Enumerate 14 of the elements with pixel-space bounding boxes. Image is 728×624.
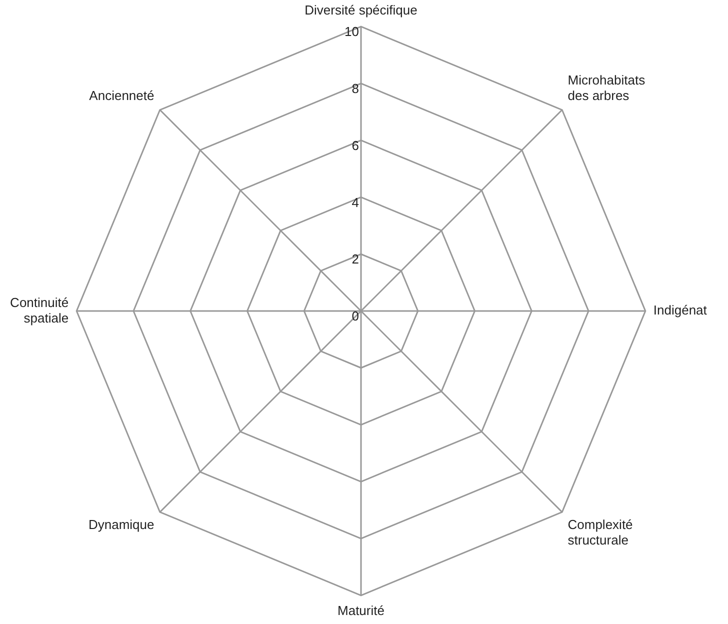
spoke-label: Dynamique [88, 517, 154, 532]
spoke-label: Microhabitats des arbres [568, 72, 646, 104]
y-tick-label: 8 [352, 81, 359, 96]
spoke-label: Indigénat [653, 302, 708, 318]
spoke-label: Diversité spécifique [304, 2, 418, 18]
y-tick-label: 4 [352, 194, 359, 210]
y-tick-label: 10 [344, 24, 359, 40]
spoke-label: Maturité [338, 602, 384, 618]
y-tick-label: 0 [352, 308, 359, 324]
y-tick-label: 6 [352, 138, 359, 153]
spoke-label: Complexité structurale [568, 517, 633, 548]
spoke-label: Continuité spatiale [10, 294, 69, 326]
spoke-label: Ancienneté [89, 88, 154, 104]
y-tick-label: 2 [352, 252, 359, 267]
